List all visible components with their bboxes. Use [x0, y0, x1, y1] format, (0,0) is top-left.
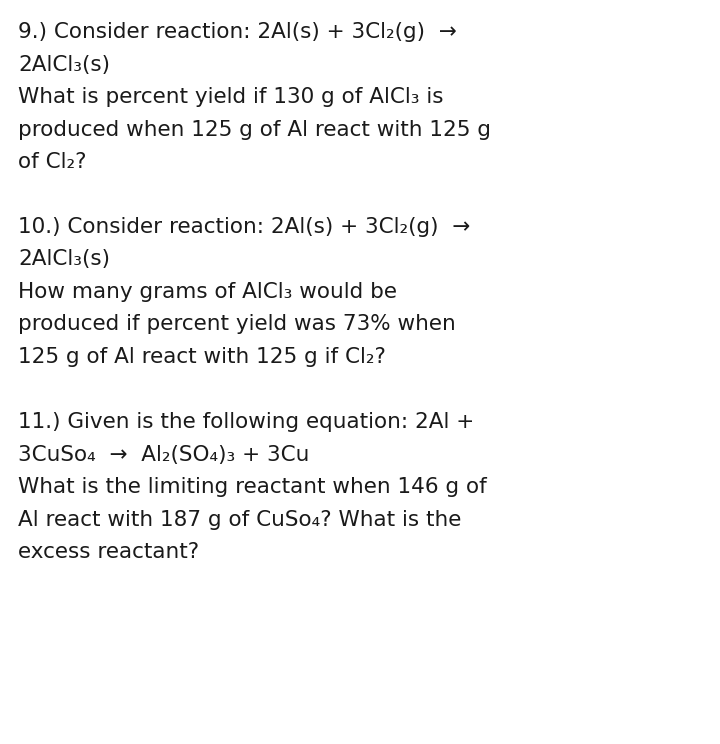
- Text: produced when 125 g of Al react with 125 g: produced when 125 g of Al react with 125…: [18, 120, 491, 139]
- Text: 9.) Consider reaction: 2Al(s) + 3Cl₂(g)  →: 9.) Consider reaction: 2Al(s) + 3Cl₂(g) …: [18, 22, 456, 42]
- Text: 10.) Consider reaction: 2Al(s) + 3Cl₂(g)  →: 10.) Consider reaction: 2Al(s) + 3Cl₂(g)…: [18, 217, 470, 237]
- Text: of Cl₂?: of Cl₂?: [18, 152, 86, 172]
- Text: 125 g of Al react with 125 g if Cl₂?: 125 g of Al react with 125 g if Cl₂?: [18, 347, 386, 367]
- Text: 11.) Given is the following equation: 2Al +: 11.) Given is the following equation: 2A…: [18, 412, 474, 432]
- Text: What is percent yield if 130 g of AlCl₃ is: What is percent yield if 130 g of AlCl₃ …: [18, 87, 444, 107]
- Text: Al react with 187 g of CuSo₄? What is the: Al react with 187 g of CuSo₄? What is th…: [18, 510, 462, 530]
- Text: 2AlCl₃(s): 2AlCl₃(s): [18, 54, 110, 74]
- Text: excess reactant?: excess reactant?: [18, 542, 199, 562]
- Text: 3CuSo₄  →  Al₂(SO₄)₃ + 3Cu: 3CuSo₄ → Al₂(SO₄)₃ + 3Cu: [18, 444, 310, 464]
- Text: How many grams of AlCl₃ would be: How many grams of AlCl₃ would be: [18, 282, 397, 302]
- Text: 2AlCl₃(s): 2AlCl₃(s): [18, 249, 110, 269]
- Text: What is the limiting reactant when 146 g of: What is the limiting reactant when 146 g…: [18, 477, 487, 497]
- Text: produced if percent yield was 73% when: produced if percent yield was 73% when: [18, 315, 456, 335]
